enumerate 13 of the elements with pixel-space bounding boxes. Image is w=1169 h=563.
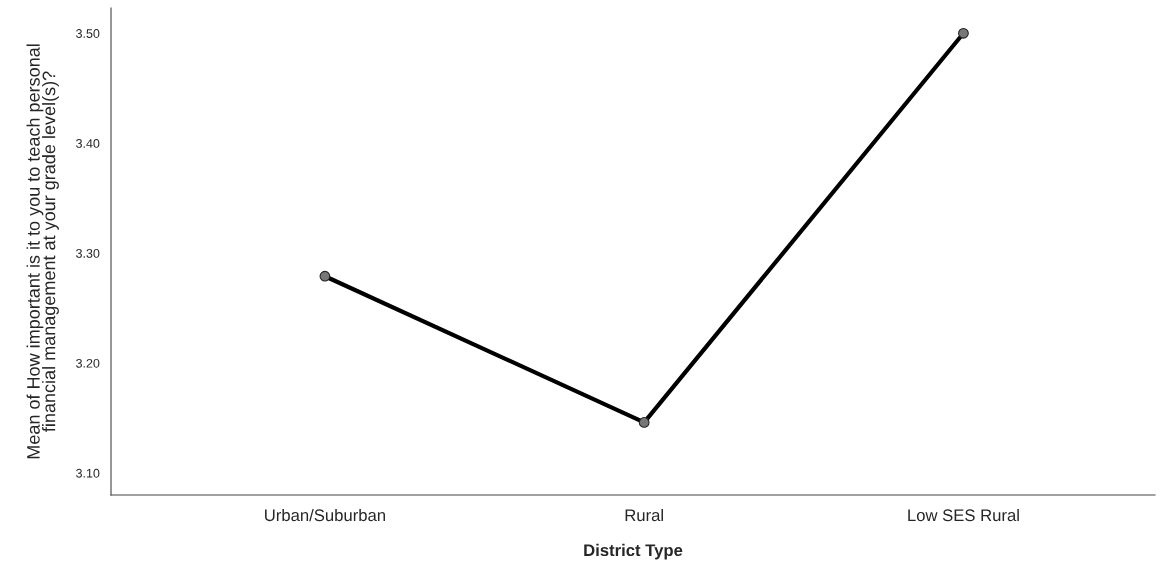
x-tick-label: Low SES Rural	[908, 508, 1019, 522]
y-tick-label: 3.50	[76, 29, 100, 38]
y-tick-label: 3.40	[76, 139, 100, 148]
y-tick-label: 3.30	[76, 248, 100, 258]
y-axis-title: Mean of How important is it to you to teach personal financial management at your grade level(s)?	[26, 44, 59, 459]
x-axis-title: District Type	[584, 543, 683, 560]
point	[958, 27, 969, 39]
x-tick-label: Urban/Suburban	[265, 508, 385, 522]
y-tick-label: 3.20	[76, 358, 100, 368]
point	[638, 417, 650, 428]
y-tick-label: 3.10	[76, 468, 100, 478]
point	[319, 270, 331, 282]
x-tick-label: Rural	[625, 508, 663, 522]
